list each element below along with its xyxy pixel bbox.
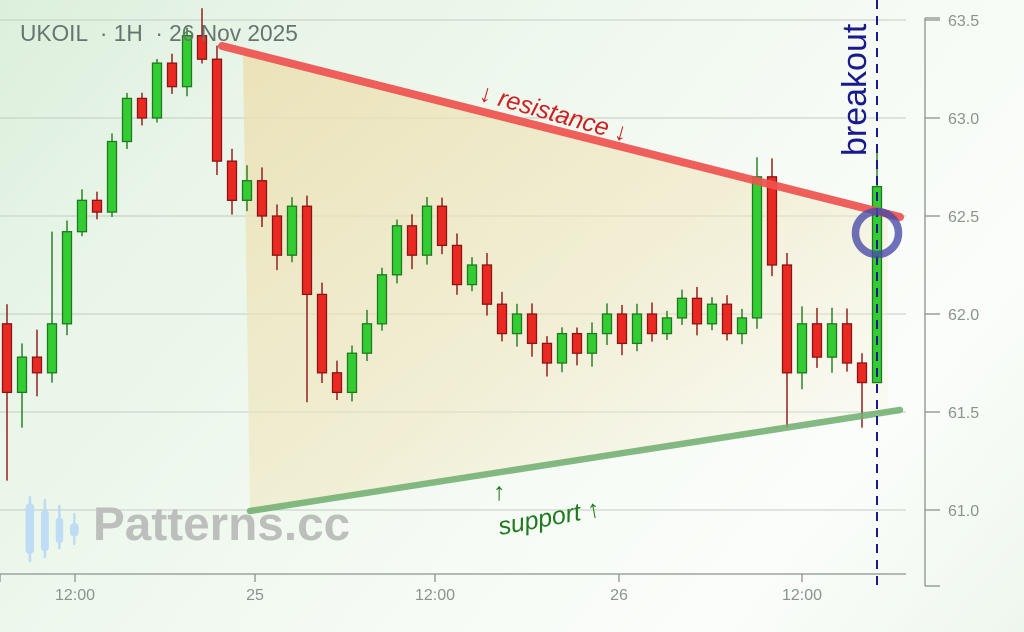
svg-text:61.0: 61.0 xyxy=(948,503,979,520)
svg-text:61.5: 61.5 xyxy=(948,405,979,422)
svg-text:12:00: 12:00 xyxy=(415,587,455,604)
svg-text:12:00: 12:00 xyxy=(55,587,95,604)
svg-text:63.0: 63.0 xyxy=(948,111,979,128)
svg-text:↑: ↑ xyxy=(493,478,506,506)
svg-text:63.5: 63.5 xyxy=(948,13,979,30)
svg-text:62.5: 62.5 xyxy=(948,209,979,226)
svg-text:breakout: breakout xyxy=(836,23,874,156)
svg-text:support ↑: support ↑ xyxy=(496,495,602,541)
svg-text:12:00: 12:00 xyxy=(782,587,822,604)
svg-text:26: 26 xyxy=(610,587,628,604)
svg-text:62.0: 62.0 xyxy=(948,307,979,324)
svg-text:25: 25 xyxy=(246,587,264,604)
